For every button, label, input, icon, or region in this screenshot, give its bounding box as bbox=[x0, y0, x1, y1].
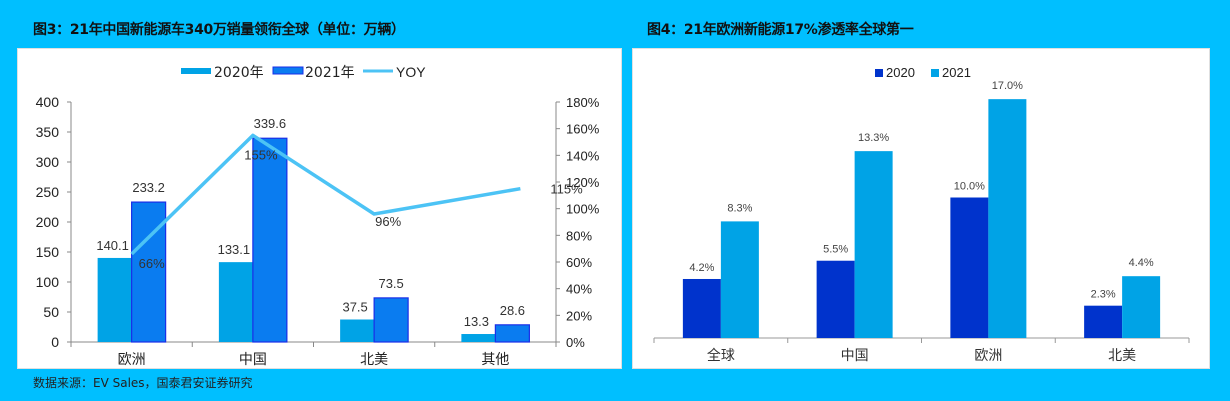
yoy-label: 155% bbox=[244, 147, 278, 162]
left-chart-title: 图3：21年中国新能源车340万销量领衔全球（单位：万辆） bbox=[33, 22, 405, 38]
left-y-tick-label: 350 bbox=[36, 124, 60, 140]
left-y-tick-label: 300 bbox=[36, 154, 60, 170]
bar-label-2021: 233.2 bbox=[132, 180, 165, 195]
right-legend: 2020 2021 bbox=[875, 65, 971, 80]
bar-label-2020: 133.1 bbox=[218, 242, 251, 257]
right-y-tick-label: 80% bbox=[566, 228, 592, 243]
bar-2021 bbox=[373, 297, 409, 343]
x-category-label: 欧洲 bbox=[974, 348, 1002, 364]
left-y-tick-label: 150 bbox=[36, 244, 60, 260]
bar-label-2020: 37.5 bbox=[342, 300, 367, 315]
yoy-label: 115% bbox=[550, 182, 583, 197]
bar-label-2021: 13.3% bbox=[858, 132, 889, 144]
bar-label-2020: 4.2% bbox=[689, 262, 714, 274]
bar-2021 bbox=[854, 151, 893, 338]
legend-label-2021: 2021 bbox=[942, 65, 971, 80]
right-chart-title: 图4：21年欧洲新能源17%渗透率全球第一 bbox=[647, 22, 914, 38]
bar-2020 bbox=[97, 257, 132, 342]
x-category-label: 北美 bbox=[1108, 348, 1136, 364]
bar-2021 bbox=[252, 137, 288, 343]
bar-label-2021: 8.3% bbox=[727, 202, 752, 214]
bar-label-2020: 13.3 bbox=[464, 314, 489, 329]
x-category-label: 其他 bbox=[481, 352, 509, 368]
bar-2021 bbox=[720, 221, 759, 338]
right-y-tick-label: 60% bbox=[566, 255, 592, 270]
yoy-line bbox=[130, 133, 521, 256]
right-chart: 2020 2021 4.2% 8.3% 全球 5.5% 13.3% 中国 10.0% 17.0% 欧… bbox=[653, 65, 1190, 364]
right-y-tick-label: 40% bbox=[566, 282, 592, 297]
legend-swatch-2020 bbox=[181, 68, 211, 74]
bar-2021 bbox=[1122, 276, 1161, 338]
legend-label-2020: 2020年 bbox=[214, 65, 264, 81]
left-chart: 2020年 2021年 YOY 0 50 100 150 200 250 300 350 400 0% 2… bbox=[36, 64, 600, 368]
bar-2021 bbox=[988, 99, 1027, 339]
yoy-label: 96% bbox=[375, 214, 401, 229]
bar-2020 bbox=[816, 260, 855, 338]
left-y-tick-label: 400 bbox=[36, 94, 60, 110]
legend-label-yoy: YOY bbox=[396, 64, 426, 80]
bar-label-2021: 28.6 bbox=[500, 303, 525, 318]
left-legend: 2020年 2021年 YOY bbox=[181, 64, 426, 81]
right-y-tick-label: 120% bbox=[566, 175, 600, 190]
data-source-note: 数据来源：EV Sales，国泰君安证券研究 bbox=[33, 376, 253, 390]
bar-2020 bbox=[461, 334, 496, 342]
bar-2021 bbox=[131, 201, 167, 343]
right-y-tick-label: 140% bbox=[566, 148, 600, 163]
right-y-tick-label: 180% bbox=[566, 95, 600, 110]
left-y-tick-label: 200 bbox=[36, 214, 60, 230]
x-category-label: 欧洲 bbox=[118, 352, 146, 368]
bar-2020 bbox=[1084, 305, 1123, 338]
right-y-tick-label: 0% bbox=[566, 335, 585, 350]
bar-label-2021: 339.6 bbox=[254, 116, 287, 131]
bar-2021 bbox=[494, 324, 530, 343]
yoy-label: 66% bbox=[139, 256, 165, 271]
bar-label-2020: 10.0% bbox=[954, 181, 985, 193]
left-chart-panel: 2020年 2021年 YOY 0 50 100 150 200 250 300 350 400 0% 2… bbox=[17, 48, 622, 369]
bar-2020 bbox=[340, 319, 375, 342]
right-y-tick-label: 160% bbox=[566, 122, 600, 137]
legend-swatch-2020 bbox=[875, 69, 883, 77]
x-category-label: 中国 bbox=[239, 352, 267, 368]
x-category-label: 北美 bbox=[360, 352, 388, 368]
legend-swatch-2021 bbox=[931, 69, 939, 77]
bar-2020 bbox=[682, 278, 721, 338]
bar-label-2021: 4.4% bbox=[1129, 257, 1154, 269]
left-y-tick-label: 50 bbox=[43, 304, 59, 320]
legend-swatch-2021 bbox=[272, 66, 304, 75]
bar-label-2021: 17.0% bbox=[992, 80, 1023, 92]
left-y-tick-label: 100 bbox=[36, 274, 60, 290]
bar-2020 bbox=[218, 262, 253, 342]
bar-label-2021: 73.5 bbox=[378, 276, 403, 291]
x-category-label: 中国 bbox=[841, 348, 869, 364]
legend-label-2021: 2021年 bbox=[305, 65, 355, 81]
left-y-tick-label: 0 bbox=[51, 334, 59, 350]
legend-label-2020: 2020 bbox=[886, 65, 915, 80]
x-category-label: 全球 bbox=[707, 347, 735, 364]
right-y-tick-label: 20% bbox=[566, 308, 592, 323]
bar-label-2020: 2.3% bbox=[1091, 289, 1116, 301]
bar-label-2020: 5.5% bbox=[823, 244, 848, 256]
right-chart-panel: 2020 2021 4.2% 8.3% 全球 5.5% 13.3% 中国 10.0% 17.0% 欧… bbox=[632, 48, 1210, 369]
left-y-tick-label: 250 bbox=[36, 184, 60, 200]
bar-label-2020: 140.1 bbox=[96, 238, 129, 253]
right-y-tick-label: 100% bbox=[566, 202, 600, 217]
bar-2020 bbox=[950, 197, 989, 338]
